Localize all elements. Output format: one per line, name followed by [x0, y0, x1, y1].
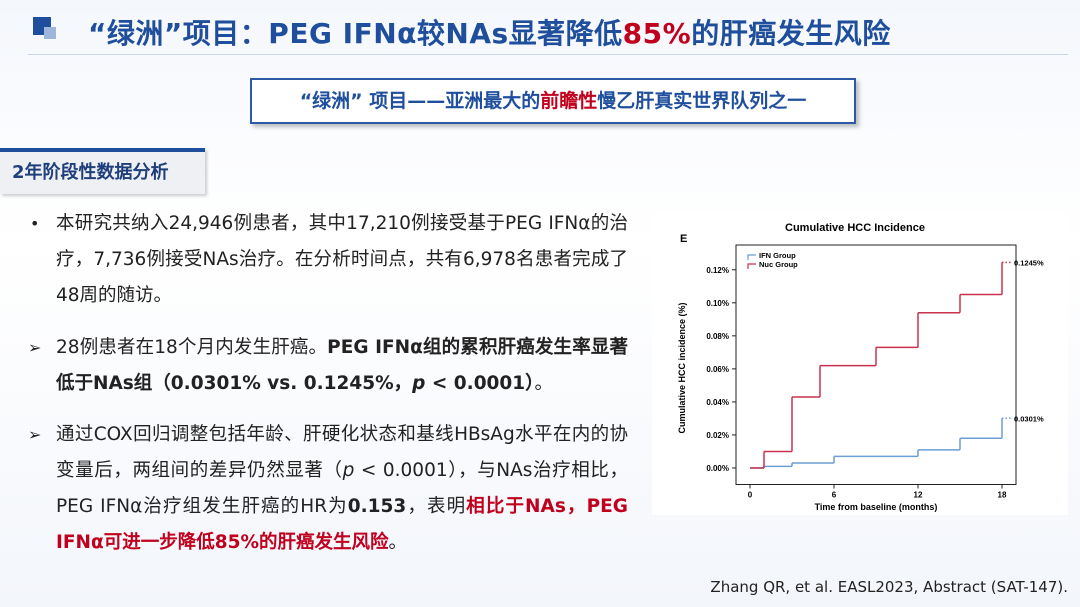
bullet-text: 28例患者在18个月内发生肝癌。 [56, 337, 328, 358]
y-tick-label: 0.10% [706, 299, 729, 308]
bullet: ➢ 28例患者在18个月内发生肝癌。PEG IFNα组的累积肝癌发生率显著低于NA… [28, 337, 628, 394]
y-tick-label: 0.06% [706, 365, 729, 374]
title-highlight: 85% [622, 17, 692, 50]
x-tick-label: 6 [832, 491, 837, 500]
x-axis-label: Time from baseline (months) [815, 502, 938, 512]
annotation: 0.1245% [1014, 258, 1044, 267]
subtitle-text: “绿洲” 项目——亚洲最大的 [299, 90, 541, 112]
bullet: • 本研究共纳入24,946例患者，其中17,210例接受基于PEG IFNα的治… [30, 213, 628, 306]
bullet-text: 通过COX回归调整包括年龄、肝硬化状态和基线HBsAg水平在内的协变量后，两组间… [56, 424, 628, 481]
x-tick-label: 18 [998, 491, 1007, 500]
bullet-text: 本研究共纳入24,946例患者，其中17,210例接受基于PEG IFNα的治疗… [56, 213, 628, 306]
bullet-text: 0.153 [347, 496, 407, 517]
subtitle-highlight: 前瞻性 [540, 90, 598, 112]
bullet-text: p [412, 373, 426, 394]
y-tick-label: 0.04% [706, 398, 729, 407]
title-icon [44, 27, 56, 39]
chart-panel: E Cumulative HCC Incidence Time from bas… [652, 212, 1068, 515]
bullet-text: p [342, 460, 355, 481]
legend-swatch [747, 254, 756, 260]
chart-title: Cumulative HCC Incidence [785, 222, 925, 234]
y-tick-label: 0.08% [706, 332, 729, 341]
subtitle-text: 慢乙肝真实世界队列之一 [597, 90, 807, 112]
y-axis-label: Cumulative HCC incidence (%) [677, 302, 687, 433]
bullet-text: < 0.0001），与NAs治疗相比，PEG IFNα治疗组发生肝癌的HR为 [56, 460, 628, 517]
section-tab: 2年阶段性数据分析 [0, 148, 205, 194]
plot-frame [735, 244, 1017, 485]
x-tick-label: 0 [748, 491, 753, 500]
citation: Zhang QR, et al. EASL2023, Abstract (SAT… [710, 578, 1068, 596]
bullet-text: 。 [388, 532, 408, 553]
slide-title: “绿洲”项目：PEG IFNα较NAs显著降低85%的肝癌发生风险 [88, 12, 891, 52]
panel-label: E [680, 233, 687, 245]
bullet-text: ，表明 [406, 496, 467, 517]
legend-label: Nuc Group [759, 260, 798, 269]
title-rule [28, 54, 1068, 55]
legend-label: IFN Group [759, 251, 796, 260]
title-text: 的肝癌发生风险 [691, 17, 891, 50]
annotation: 0.0301% [1014, 414, 1044, 423]
bullet: ➢ 通过COX回归调整包括年龄、肝硬化状态和基线HBsAg水平在内的协变量后，两组… [28, 424, 628, 553]
legend-swatch [747, 263, 756, 269]
y-tick-label: 0.00% [706, 464, 729, 473]
bullet-text: 。 [534, 373, 553, 394]
chart: E Cumulative HCC Incidence Time from bas… [677, 222, 1044, 512]
subtitle-box: “绿洲” 项目——亚洲最大的前瞻性慢乙肝真实世界队列之一 [250, 78, 856, 124]
bullet-text: PEG IFNα组的累积肝癌发生率显著低于NAs组（0.0301% vs. 0.… [56, 337, 628, 394]
y-tick-label: 0.02% [706, 431, 729, 440]
bullet-text: 相比于NAs，PEG IFNα可进一步降低85%的肝癌发生风险 [56, 496, 628, 553]
title-text: “绿洲”项目：PEG IFNα较NAs显著降低 [88, 17, 623, 50]
y-tick-label: 0.12% [706, 266, 729, 275]
bullet-text: < 0.0001） [425, 373, 535, 394]
x-tick-label: 12 [914, 491, 923, 500]
